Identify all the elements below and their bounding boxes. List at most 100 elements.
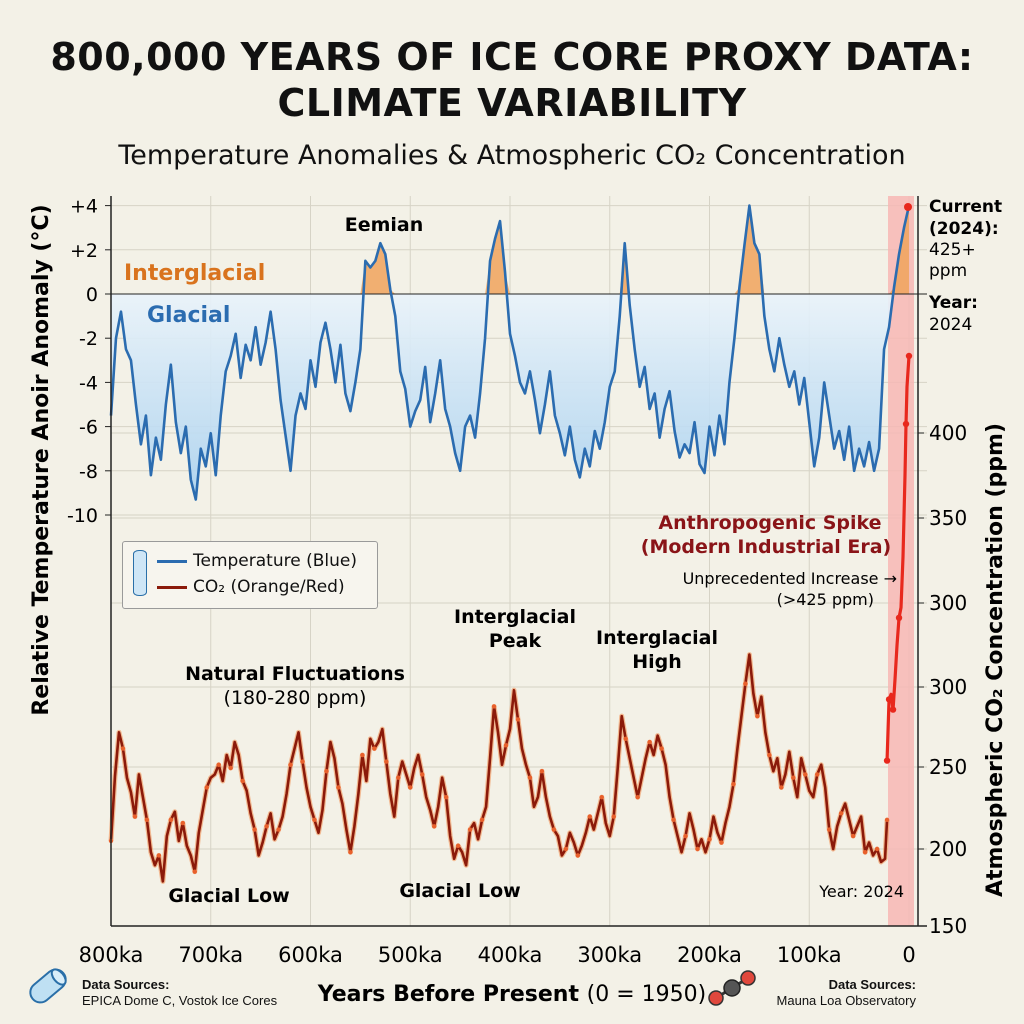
co2-point (587, 814, 592, 819)
temperature-tick-label: +2 (70, 240, 98, 262)
current-temperature-point (904, 203, 912, 211)
modern-co2-point (905, 352, 913, 360)
co2-point (312, 817, 317, 823)
co2-point (707, 837, 712, 842)
co2-point (276, 827, 281, 832)
co2-point (755, 713, 760, 719)
temperature-tick-label: -8 (79, 461, 98, 483)
legend-item-co2: CO₂ (Orange/Red) (157, 576, 345, 598)
data-sources-left: Data Sources: EPICA Dome C, Vostok Ice C… (82, 977, 277, 1009)
ice-core-icon (133, 550, 147, 596)
annotation-glacial-low-2: Glacial Low (399, 880, 520, 902)
co2-point (264, 824, 269, 829)
co2-point (503, 743, 509, 748)
co2-point (551, 827, 557, 832)
co2-point (324, 769, 329, 774)
co2-point (192, 869, 197, 874)
co2-point (743, 681, 748, 686)
co2-point (599, 794, 604, 800)
temperature-layer (109, 204, 927, 501)
co2-point (623, 736, 628, 742)
x-tick-label: 300ka (577, 943, 642, 967)
temperature-tick-label: -4 (79, 372, 98, 394)
co2-point (719, 840, 724, 845)
co2-point (240, 778, 245, 784)
x-tick-label: 500ka (378, 943, 443, 967)
co2-point (288, 762, 293, 767)
co2-point (527, 775, 533, 780)
data-sources-right: Data Sources: Mauna Loa Observatory (777, 977, 916, 1009)
co2-tick-label: 400 (929, 421, 967, 445)
co2-tick-label: 150 (929, 914, 967, 938)
annotation-year-label: Year: (928, 293, 978, 313)
co2-point (874, 846, 880, 852)
co2-point (132, 814, 138, 819)
modern-co2-point (889, 706, 897, 713)
x-tick-label: 600ka (278, 943, 343, 967)
co2-point (827, 827, 832, 832)
co2-point (168, 817, 174, 823)
co2-point (850, 833, 856, 839)
x-axis-title: Years Before Present (0 = 1950) (317, 982, 706, 1007)
co2-point (360, 752, 365, 758)
annotation-unprecedented-increase: Unprecedented Increase → (683, 569, 897, 588)
annotation-year-value: 2024 (929, 315, 972, 335)
legend-label-temperature: Temperature (Blue) (193, 551, 357, 571)
co2-molecule-icon (708, 970, 756, 1006)
co2-point (180, 820, 186, 826)
temperature-tick-label: -2 (79, 328, 98, 350)
modern-co2-point (883, 757, 891, 764)
co2-tick-label: 300 (929, 591, 967, 615)
co2-point (575, 853, 581, 858)
co2-layer (108, 203, 913, 884)
annotation-glacial-low-1: Glacial Low (168, 885, 289, 907)
co2-point (252, 827, 257, 832)
legend-item-temperature: Temperature (Blue) (157, 550, 357, 572)
annotation-unprecedented-range: (>425 ppm) (777, 590, 874, 609)
annotation-natural-range: (180-280 ppm) (224, 687, 367, 709)
co2-point (120, 746, 126, 751)
modern-co2-point (895, 614, 903, 621)
co2-point (336, 785, 341, 790)
co2-point (144, 817, 150, 823)
co2-tick-label: 250 (929, 755, 967, 779)
temperature-axis-title: Relative Temperature Anoir Anomaly (°C) (29, 204, 54, 715)
interglacial-fill-area (111, 205, 909, 294)
co2-point (815, 772, 820, 777)
co2-point (767, 752, 772, 758)
x-tick-label: 100ka (777, 943, 842, 967)
annotation-year-2024: Year: 2024 (818, 882, 904, 901)
co2-point (779, 785, 784, 790)
co2-point (659, 746, 664, 751)
legend-swatch-co2 (157, 585, 187, 589)
labels: Relative Temperature Anoir Anomaly (°C) A… (29, 197, 1008, 1007)
co2-series-line (109, 653, 889, 883)
annotation-current-year: (2024): (929, 219, 999, 239)
co2-point (635, 794, 640, 800)
data-sources-left-title: Data Sources: (82, 977, 170, 992)
co2-point (695, 846, 700, 852)
annotation-modern-industrial-era: (Modern Industrial Era) (641, 536, 891, 558)
co2-point (228, 765, 233, 771)
co2-point (683, 833, 688, 839)
co2-point (420, 772, 425, 777)
annotation-natural-fluctuations: Natural Fluctuations (185, 663, 405, 685)
co2-tick-label: 200 (929, 837, 967, 861)
co2-tick-label: 350 (929, 506, 967, 530)
annotation-anthropogenic-spike: Anthropogenic Spike (658, 512, 881, 534)
glacial-fill-area (111, 294, 909, 500)
co2-point (408, 785, 413, 790)
annotation-current-value: 425+ (929, 240, 976, 260)
co2-point (838, 811, 844, 816)
legend: Temperature (Blue) CO₂ (Orange/Red) (122, 541, 378, 609)
co2-point (611, 814, 616, 819)
co2-point (467, 827, 473, 832)
ice-core-sample-icon (29, 968, 67, 1004)
modern-co2-point (885, 696, 893, 703)
co2-point (803, 772, 808, 777)
co2-point (731, 782, 736, 787)
co2-point (884, 817, 890, 823)
annotation-current-unit: ppm (929, 261, 967, 281)
co2-point (204, 785, 209, 790)
